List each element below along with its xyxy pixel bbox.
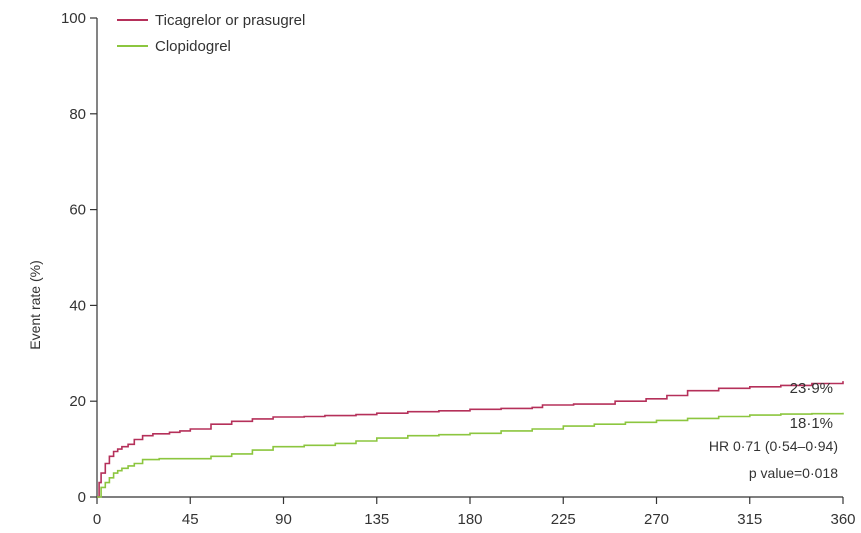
y-tick-label: 60 [69,202,86,219]
series-end-label: 18·1% [790,415,833,432]
x-ticks: 0 45 90 135 180 225 270 315 360 [93,497,856,528]
y-tick-label: 0 [78,489,86,506]
end-labels: 23·9% 18·1% [790,380,833,432]
series-line-ticagrelor-prasugrel [97,381,844,498]
series-line-clopidogrel [97,412,844,498]
y-tick-label: 40 [69,297,86,314]
x-tick-label: 315 [737,511,762,528]
series-end-label: 23·9% [790,380,833,397]
y-ticks: 0 20 40 60 80 100 [61,10,97,506]
x-tick-label: 225 [551,511,576,528]
x-tick-label: 135 [364,511,389,528]
y-tick-label: 80 [69,106,86,123]
legend-label: Ticagrelor or prasugrel [155,12,305,29]
x-tick-label: 90 [275,511,292,528]
y-tick-label: 100 [61,10,86,27]
legend: Ticagrelor or prasugrel Clopidogrel [117,12,305,55]
x-tick-label: 180 [457,511,482,528]
legend-label: Clopidogrel [155,38,231,55]
axes: 0 20 40 60 80 100 0 45 90 135 180 225 270 315 360 [61,10,856,528]
y-tick-label: 20 [69,393,86,410]
p-value-annotation: p value=0·018 [749,465,838,481]
x-tick-label: 270 [644,511,669,528]
hazard-ratio-annotation: HR 0·71 (0·54–0·94) [709,438,838,454]
y-axis-label: Event rate (%) [27,260,43,349]
series-group [97,381,844,498]
x-tick-label: 360 [830,511,855,528]
x-tick-label: 45 [182,511,199,528]
x-tick-label: 0 [93,511,101,528]
